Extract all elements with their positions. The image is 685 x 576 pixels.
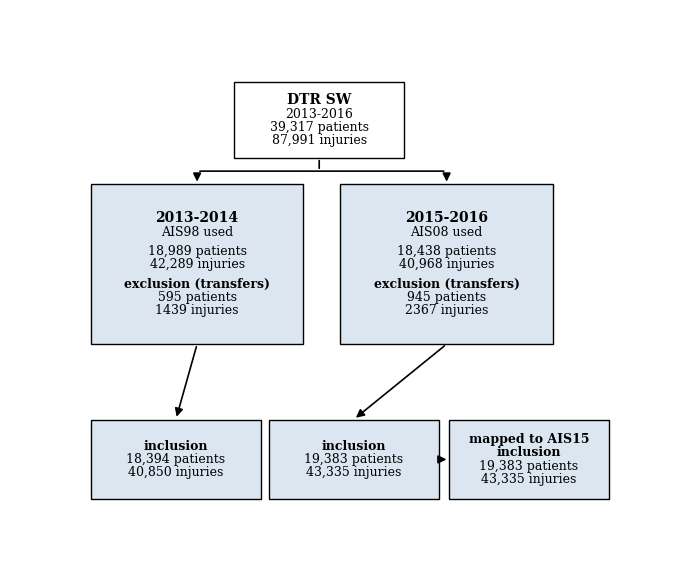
FancyBboxPatch shape — [340, 184, 553, 344]
Text: 18,989 patients: 18,989 patients — [147, 245, 247, 258]
Text: AIS08 used: AIS08 used — [410, 226, 483, 239]
Text: inclusion: inclusion — [321, 439, 386, 453]
Text: exclusion (transfers): exclusion (transfers) — [124, 278, 270, 291]
Text: 1439 injuries: 1439 injuries — [155, 304, 239, 317]
FancyBboxPatch shape — [269, 419, 438, 499]
Text: 19,383 patients: 19,383 patients — [304, 453, 403, 466]
FancyBboxPatch shape — [91, 419, 261, 499]
Text: 18,438 patients: 18,438 patients — [397, 245, 496, 258]
Text: exclusion (transfers): exclusion (transfers) — [373, 278, 520, 291]
Text: 43,335 injuries: 43,335 injuries — [482, 473, 577, 486]
Text: 945 patients: 945 patients — [407, 291, 486, 304]
Text: 2367 injuries: 2367 injuries — [405, 304, 488, 317]
Text: 87,991 injuries: 87,991 injuries — [272, 134, 366, 147]
Text: 40,850 injuries: 40,850 injuries — [128, 466, 223, 479]
Text: 40,968 injuries: 40,968 injuries — [399, 259, 495, 271]
FancyBboxPatch shape — [91, 184, 303, 344]
Text: mapped to AIS15: mapped to AIS15 — [469, 433, 589, 446]
Text: inclusion: inclusion — [497, 446, 561, 459]
Text: 18,394 patients: 18,394 patients — [126, 453, 225, 466]
Text: 39,317 patients: 39,317 patients — [270, 121, 369, 134]
Text: 2015-2016: 2015-2016 — [405, 211, 488, 225]
Text: DTR SW: DTR SW — [287, 93, 351, 107]
Text: 595 patients: 595 patients — [158, 291, 236, 304]
Text: inclusion: inclusion — [144, 439, 208, 453]
Text: 2013-2014: 2013-2014 — [155, 211, 238, 225]
FancyBboxPatch shape — [449, 419, 608, 499]
Text: AIS98 used: AIS98 used — [161, 226, 233, 239]
Text: 2013-2016: 2013-2016 — [285, 108, 353, 120]
Text: 19,383 patients: 19,383 patients — [479, 460, 578, 472]
Text: 42,289 injuries: 42,289 injuries — [149, 259, 245, 271]
Text: 43,335 injuries: 43,335 injuries — [306, 466, 401, 479]
FancyBboxPatch shape — [234, 82, 404, 158]
